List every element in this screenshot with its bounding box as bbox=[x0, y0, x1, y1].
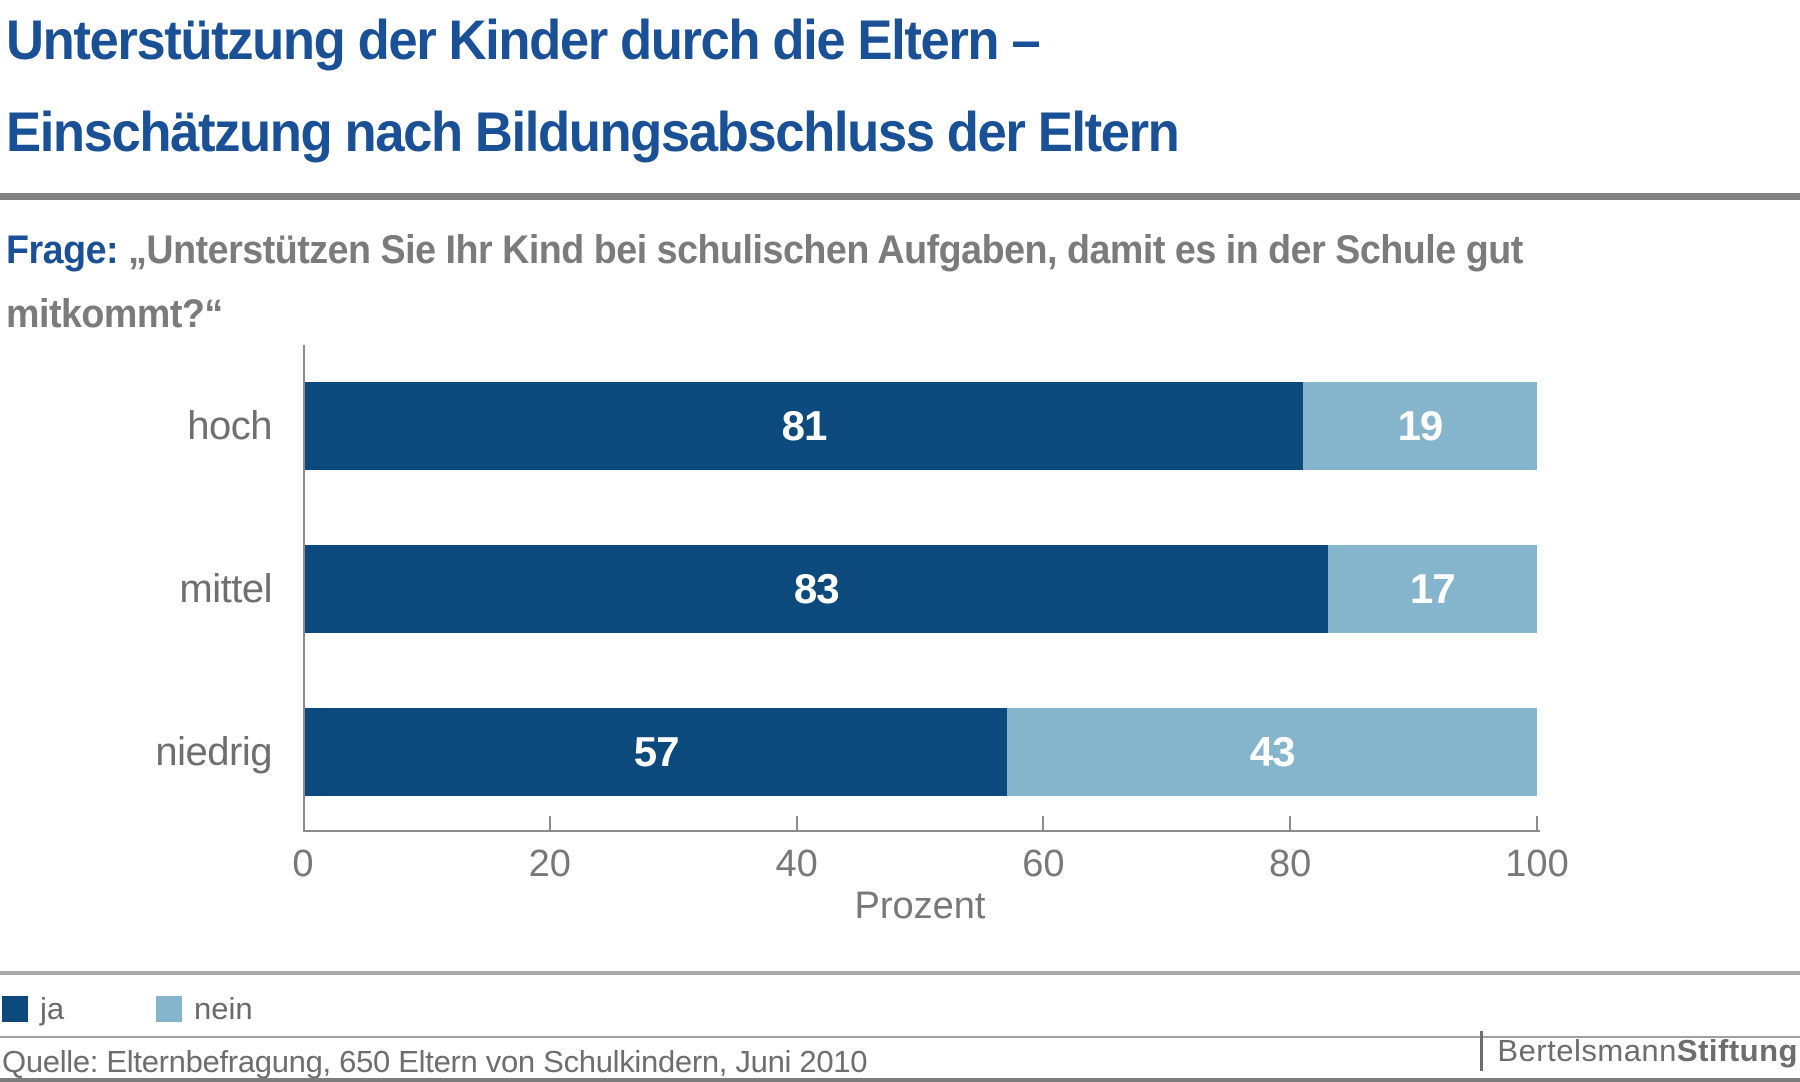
legend: ja nein bbox=[2, 991, 310, 1026]
x-tick-label-0: 0 bbox=[292, 843, 314, 885]
source-divider bbox=[0, 1036, 1800, 1038]
bar-segment-nein-hoch: 19 bbox=[1302, 382, 1537, 470]
x-tick-label-60: 60 bbox=[1022, 843, 1065, 885]
page-title-line-1: Unterstützung der Kinder durch die Elter… bbox=[6, 8, 1041, 71]
category-label-hoch: hoch bbox=[187, 404, 272, 448]
survey-question-line-1: Frage: „Unterstützen Sie Ihr Kind bei sc… bbox=[6, 218, 1523, 282]
survey-question: Frage: „Unterstützen Sie Ihr Kind bei sc… bbox=[6, 218, 1523, 346]
page-title: Unterstützung der Kinder durch die Elter… bbox=[6, 0, 1180, 178]
legend-swatch-ja bbox=[2, 996, 28, 1022]
x-axis-title: Prozent bbox=[854, 885, 986, 927]
bottom-border bbox=[0, 1078, 1800, 1082]
category-label-niedrig: niedrig bbox=[155, 730, 272, 774]
legend-label-nein: nein bbox=[194, 991, 253, 1026]
survey-question-line-2: mitkommt?“ bbox=[6, 292, 223, 336]
logo-part-1: Bertelsmann bbox=[1497, 1033, 1677, 1068]
legend-item-nein: nein bbox=[156, 991, 258, 1027]
bar-value-label: 83 bbox=[793, 565, 840, 612]
legend-item-ja: ja bbox=[2, 991, 104, 1027]
plot-area: 81 19 83 17 57 43 bbox=[305, 345, 1537, 832]
x-tick-label-100: 100 bbox=[1505, 843, 1569, 885]
x-tick-mark-60 bbox=[1042, 816, 1045, 830]
bar-segment-nein-niedrig: 43 bbox=[1007, 708, 1537, 796]
page-title-line-2: Einschätzung nach Bildungsabschluss der … bbox=[6, 100, 1180, 163]
x-tick-label-80: 80 bbox=[1269, 843, 1312, 885]
legend-divider bbox=[0, 971, 1800, 975]
bar-segment-nein-mittel: 17 bbox=[1327, 545, 1537, 633]
bar-value-label: 81 bbox=[781, 402, 828, 449]
bar-value-label: 57 bbox=[633, 728, 680, 775]
title-divider bbox=[0, 193, 1800, 200]
bertelsmann-stiftung-logo: BertelsmannStiftung bbox=[1480, 1030, 1798, 1072]
x-tick-mark-20 bbox=[548, 816, 551, 830]
category-label-mittel: mittel bbox=[179, 567, 272, 611]
x-tick-mark-80 bbox=[1289, 816, 1292, 830]
bar-value-label: 43 bbox=[1249, 728, 1296, 775]
x-tick-label-40: 40 bbox=[775, 843, 818, 885]
logo-text: BertelsmannStiftung bbox=[1497, 1033, 1798, 1069]
legend-swatch-nein bbox=[156, 996, 182, 1022]
question-label: Frage: bbox=[6, 228, 119, 272]
bar-row-mittel: 83 17 bbox=[305, 545, 1537, 633]
bar-row-niedrig: 57 43 bbox=[305, 708, 1537, 796]
x-tick-mark-40 bbox=[795, 816, 798, 830]
bar-segment-ja-mittel: 83 bbox=[305, 545, 1328, 633]
x-axis-line bbox=[303, 830, 1540, 832]
y-axis-line bbox=[303, 345, 305, 832]
bar-row-hoch: 81 19 bbox=[305, 382, 1537, 470]
bar-value-label: 17 bbox=[1409, 565, 1456, 612]
x-tick-mark-100 bbox=[1536, 816, 1538, 830]
x-tick-label-20: 20 bbox=[528, 843, 571, 885]
source-text: Quelle: Elternbefragung, 650 Eltern von … bbox=[2, 1044, 868, 1079]
bar-value-label: 19 bbox=[1397, 402, 1444, 449]
stacked-bar-chart: 81 19 83 17 57 43 hoch mittel niedrig 0 20 40 60 80… bbox=[0, 345, 1800, 927]
bar-segment-ja-niedrig: 57 bbox=[305, 708, 1008, 796]
question-text-1: „Unterstützen Sie Ihr Kind bei schulisch… bbox=[128, 228, 1523, 272]
bar-segment-ja-hoch: 81 bbox=[305, 382, 1303, 470]
legend-label-ja: ja bbox=[40, 991, 65, 1026]
logo-part-2: Stiftung bbox=[1676, 1033, 1798, 1068]
logo-divider-bar-icon bbox=[1480, 1031, 1484, 1071]
